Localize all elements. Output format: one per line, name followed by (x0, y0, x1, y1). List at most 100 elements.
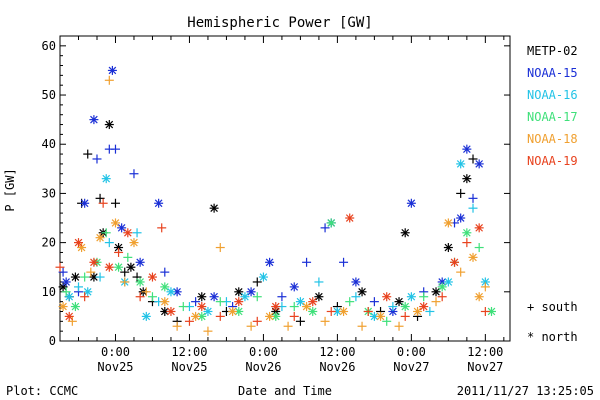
data-point-north (351, 277, 361, 287)
data-point-south (289, 302, 299, 312)
data-point-north (101, 174, 111, 184)
footer-timestamp: 2011/11/27 13:25:05 (457, 384, 594, 398)
data-point-south (83, 149, 93, 159)
data-point-south (123, 252, 133, 262)
data-point-north (209, 203, 219, 213)
data-point-north (443, 277, 453, 287)
symbol-legend-entry: * north (527, 330, 578, 344)
data-point-south (80, 272, 90, 282)
data-point-south (101, 228, 111, 238)
data-point-north (191, 311, 201, 321)
x-tick-label-date: Nov26 (319, 360, 355, 374)
data-point-north (308, 306, 318, 316)
data-point-north (474, 292, 484, 302)
data-point-south (95, 193, 105, 203)
data-point-north (308, 297, 318, 307)
data-point-north (58, 302, 68, 312)
data-point-south (120, 277, 130, 287)
data-point-south (400, 311, 410, 321)
data-point-north (431, 287, 441, 297)
data-point-north (376, 311, 386, 321)
data-point-north (114, 262, 124, 272)
data-point-north (141, 311, 151, 321)
data-point-north (258, 272, 268, 282)
data-point-south (345, 297, 355, 307)
data-points (55, 65, 497, 336)
data-point-north (95, 233, 105, 243)
data-point-south (456, 188, 466, 198)
symbol-legend: + south * north (527, 300, 578, 344)
x-tick-label-date: Nov25 (171, 360, 207, 374)
data-point-north (80, 198, 90, 208)
data-point-south (67, 316, 77, 326)
data-point-north (406, 292, 416, 302)
x-tick-label-date: Nov27 (467, 360, 503, 374)
data-point-north (443, 243, 453, 253)
data-point-north (154, 198, 164, 208)
data-point-south (474, 243, 484, 253)
data-point-north (480, 277, 490, 287)
chart-title: Hemispheric Power [GW] (187, 15, 372, 31)
data-point-south (351, 292, 361, 302)
data-point-south (80, 292, 90, 302)
data-point-south (252, 292, 262, 302)
data-point-north (89, 115, 99, 125)
data-point-north (345, 213, 355, 223)
data-point-north (89, 257, 99, 267)
data-point-north (160, 297, 170, 307)
y-tick-label: 40 (42, 137, 56, 151)
x-tick-label-time: 0:00 (397, 345, 426, 359)
data-point-north (400, 228, 410, 238)
y-tick-label: 30 (42, 186, 56, 200)
data-point-north (234, 297, 244, 307)
data-point-north (394, 297, 404, 307)
x-tick-label-time: 12:00 (171, 345, 207, 359)
data-point-south (295, 316, 305, 326)
legend-entry: NOAA-17 (527, 110, 578, 124)
data-point-north (58, 282, 68, 292)
legend-entry: NOAA-18 (527, 132, 578, 146)
data-point-south (456, 267, 466, 277)
data-point-south (252, 277, 262, 287)
data-point-south (419, 292, 429, 302)
data-point-north (339, 306, 349, 316)
data-point-south (252, 316, 262, 326)
data-point-north (160, 306, 170, 316)
y-axis-label: P [GW] (3, 168, 17, 211)
y-tick-label: 60 (42, 39, 56, 53)
data-point-south (277, 292, 287, 302)
data-point-south (114, 247, 124, 257)
data-point-north (382, 292, 392, 302)
data-point-north (197, 292, 207, 302)
data-point-south (215, 311, 225, 321)
data-point-north (104, 120, 114, 130)
data-point-north (197, 302, 207, 312)
data-point-south (132, 272, 142, 282)
data-point-north (302, 302, 312, 312)
data-point-south (369, 297, 379, 307)
data-point-north (406, 198, 416, 208)
data-point-north (314, 292, 324, 302)
data-point-south (110, 198, 120, 208)
data-point-north (450, 257, 460, 267)
data-point-south (191, 297, 201, 307)
footer-credit: Plot: CCMC (6, 384, 78, 398)
data-point-south (302, 257, 312, 267)
data-point-south (141, 287, 151, 297)
data-point-north (64, 292, 74, 302)
y-tick-label: 50 (42, 88, 56, 102)
data-point-south (320, 223, 330, 233)
data-point-north (246, 287, 256, 297)
data-point-north (147, 272, 157, 282)
data-point-north (160, 282, 170, 292)
data-point-south (172, 321, 182, 331)
data-point-north (240, 292, 250, 302)
data-point-north (107, 65, 117, 75)
data-point-north (400, 302, 410, 312)
data-point-north (61, 277, 71, 287)
data-point-north (474, 159, 484, 169)
x-tick-label-time: 12:00 (319, 345, 355, 359)
x-axis-label: Date and Time (238, 384, 332, 398)
data-point-south (73, 282, 83, 292)
data-point-south (357, 321, 367, 331)
